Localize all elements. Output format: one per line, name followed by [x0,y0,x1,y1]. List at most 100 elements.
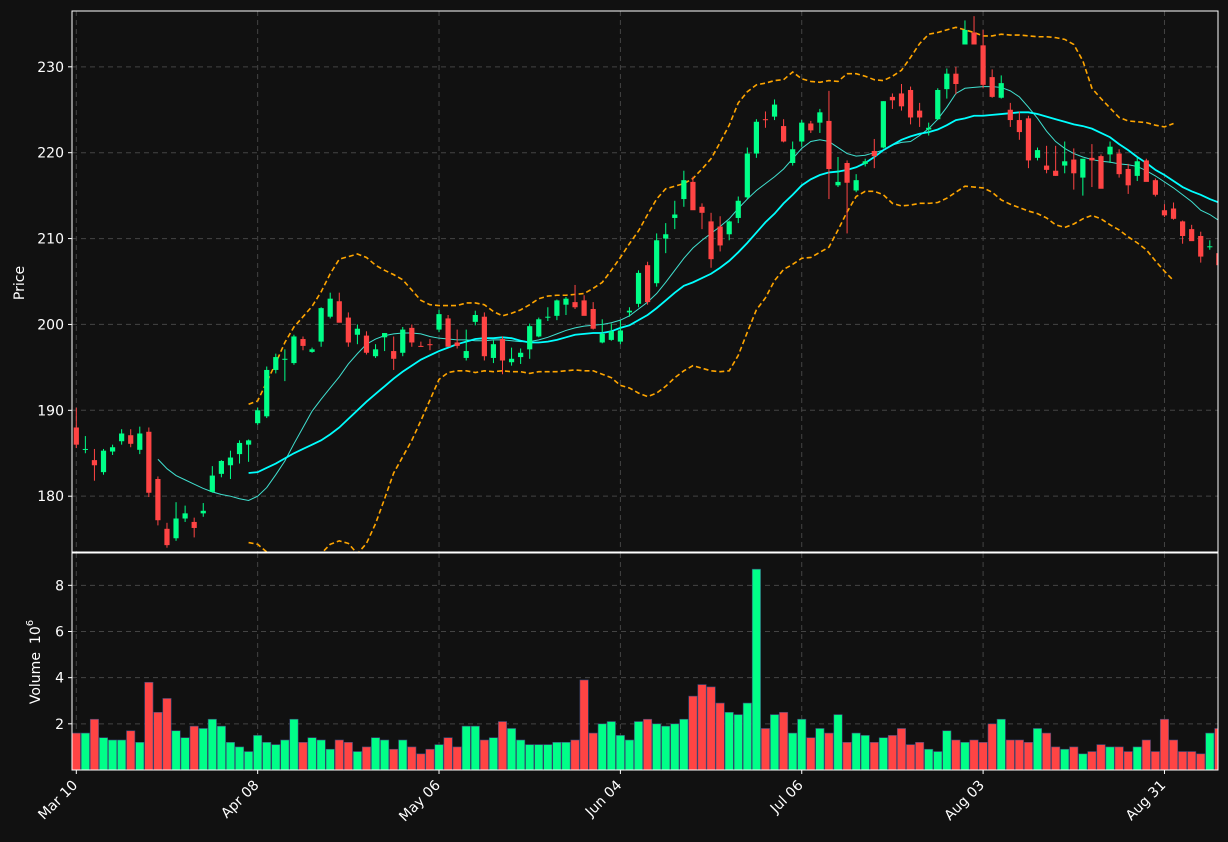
candle-body [844,162,850,183]
candle-body [372,349,379,357]
candle [481,312,487,361]
candle-body [245,440,252,445]
volume-bar [162,698,172,770]
candle [545,307,551,322]
candle-body [499,339,506,361]
candle-body [1107,146,1113,155]
volume-bar [742,702,752,770]
volume-bar [942,730,952,770]
volume-bar [289,718,299,770]
candle-body [191,521,197,528]
price-panel-frame [71,10,1219,553]
volume-axis-multiplier: 10 [28,626,44,644]
candle-body [554,300,560,316]
candle [527,323,533,359]
candle [109,444,116,455]
candle [953,66,959,95]
volume-bar [679,718,689,770]
bollinger-bands [248,26,1175,552]
candle [1143,158,1149,182]
candle [681,170,687,207]
volume-bar [906,744,916,770]
candle [762,111,769,128]
candle-body [699,206,705,213]
candle [1170,202,1177,220]
volume-bar [1150,751,1160,770]
volume-bar [325,748,335,770]
candle [73,407,79,449]
volume-bar [824,732,834,770]
candle-body [436,314,442,330]
candle-body [1034,150,1041,158]
volume-bar [89,718,99,770]
volume-bar [643,718,653,770]
candle-body [817,112,823,123]
volume-bar [896,728,906,770]
volume-tick-label: 6 [55,624,64,640]
x-tick-label: May 06 [396,777,444,825]
candle [626,307,633,317]
volume-bar [452,746,462,770]
candle [871,138,877,169]
volume-bar [389,748,399,770]
candle [781,119,787,143]
candle [889,93,896,109]
volume-bar [706,686,716,770]
volume-panel-frame [71,552,1219,771]
candle-body [1143,160,1149,182]
candle-body [971,32,977,45]
volume-bar [1159,718,1169,770]
volume-bar [1205,732,1215,770]
candle [1034,147,1041,161]
candle-body [119,433,125,442]
volume-bar [398,739,408,770]
candle-body [109,447,116,452]
candle-body [264,369,270,417]
volume-bar [534,744,544,770]
candle [1007,102,1013,127]
volume-axis-label: Volume 106 [25,620,44,704]
candle [1116,149,1122,178]
candle [753,119,759,158]
candle-body [871,150,877,157]
candle [463,329,469,361]
volume-bar [697,684,707,770]
volume-bar [788,732,798,770]
candle-body [1016,120,1022,133]
candle-body [354,328,361,335]
candle-body [1007,109,1013,121]
volume-bar [842,741,852,770]
x-tick-label: Jul 06 [767,777,807,817]
candle [82,436,88,454]
volume-bar [126,730,136,770]
candle [907,86,914,125]
candle-body [880,101,886,148]
candle [926,122,932,136]
candle-body [654,240,660,284]
candle [744,147,750,200]
volume-bar [1087,751,1097,770]
upper-band-line [248,26,1174,406]
volume-bar [135,741,145,770]
volume-bar [497,721,507,770]
volume-bar [724,711,734,770]
candle [454,329,460,349]
candle-body [1098,156,1104,189]
candle-body [291,336,297,364]
volume-bar [634,721,644,770]
candle-body [644,265,651,303]
candle-body [137,433,143,450]
candle-body [690,181,696,211]
moving-averages [157,86,1218,502]
candle-body [182,513,188,519]
volume-bar [352,751,362,770]
volume-bar [1123,751,1133,770]
price-tick-label: 200 [37,317,64,333]
candle-body [391,351,397,359]
candle-body [236,442,243,455]
candle-body [1179,221,1186,236]
volume-bar [915,741,925,770]
candle [100,448,107,475]
candle-body [735,200,741,218]
volume-tick-label: 2 [55,717,64,733]
